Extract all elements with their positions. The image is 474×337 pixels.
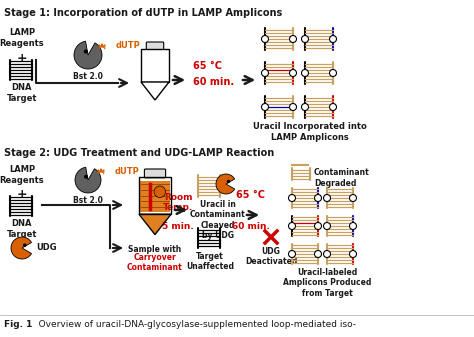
Text: Room
Temp.: Room Temp. (163, 193, 193, 212)
Text: Target
Unaffected: Target Unaffected (186, 252, 234, 271)
Text: Uracil Incorporated into
LAMP Amplicons: Uracil Incorporated into LAMP Amplicons (253, 122, 367, 142)
Polygon shape (141, 82, 169, 100)
Circle shape (323, 222, 330, 229)
Circle shape (290, 69, 297, 76)
Text: Fig. 1: Fig. 1 (4, 320, 32, 329)
Text: UDG: UDG (36, 244, 56, 252)
Text: dUTP: dUTP (115, 167, 140, 177)
Text: Carryover
Contaminant: Carryover Contaminant (127, 253, 183, 272)
FancyBboxPatch shape (145, 169, 165, 178)
Circle shape (315, 222, 321, 229)
Text: DNA
Target: DNA Target (7, 83, 37, 103)
Circle shape (289, 222, 295, 229)
FancyBboxPatch shape (146, 42, 164, 50)
Text: 65 °C: 65 °C (237, 190, 265, 200)
Bar (139, 177, 171, 214)
Circle shape (262, 103, 268, 111)
Text: Uracil in
Contaminant
Cleaved
by UDG: Uracil in Contaminant Cleaved by UDG (190, 200, 246, 240)
Text: Stage 1: Incorporation of dUTP in LAMP Amplicons: Stage 1: Incorporation of dUTP in LAMP A… (4, 8, 282, 18)
Circle shape (262, 35, 268, 42)
Text: Bst 2.0: Bst 2.0 (73, 72, 103, 81)
Circle shape (290, 103, 297, 111)
Wedge shape (216, 174, 235, 194)
Text: Stage 2: UDG Treatment and UDG-LAMP Reaction: Stage 2: UDG Treatment and UDG-LAMP Reac… (4, 148, 274, 158)
Text: DNA
Target: DNA Target (7, 219, 37, 239)
Circle shape (329, 69, 337, 76)
Circle shape (329, 35, 337, 42)
Text: 65 °C: 65 °C (193, 61, 222, 71)
Circle shape (85, 176, 87, 178)
Wedge shape (74, 41, 102, 69)
Circle shape (323, 194, 330, 202)
Circle shape (289, 250, 295, 257)
Text: +: + (17, 52, 27, 65)
Wedge shape (75, 167, 101, 193)
Text: dUTP: dUTP (116, 40, 141, 50)
Text: Contaminant
Degraded: Contaminant Degraded (314, 168, 370, 188)
Circle shape (289, 194, 295, 202)
Polygon shape (140, 214, 170, 235)
Text: 5 min.: 5 min. (162, 222, 194, 231)
Text: LAMP
Reagents: LAMP Reagents (0, 28, 44, 48)
Text: LAMP
Reagents: LAMP Reagents (0, 165, 44, 185)
Bar (140, 181, 170, 212)
Circle shape (349, 222, 356, 229)
Circle shape (24, 244, 26, 246)
Circle shape (262, 69, 268, 76)
Text: +: + (17, 188, 27, 201)
Circle shape (154, 186, 165, 197)
Text: Overview of uracil-DNA-glycosylase-supplemented loop-mediated iso-: Overview of uracil-DNA-glycosylase-suppl… (30, 320, 356, 329)
Wedge shape (11, 237, 32, 259)
Circle shape (315, 250, 321, 257)
Text: 60 min.: 60 min. (232, 222, 270, 231)
Text: Uracil-labeled
Amplicons Produced
from Target: Uracil-labeled Amplicons Produced from T… (283, 268, 371, 298)
Circle shape (315, 194, 321, 202)
Text: UDG
Deactivated: UDG Deactivated (245, 247, 297, 267)
Circle shape (301, 69, 309, 76)
Circle shape (329, 103, 337, 111)
Text: 60 min.: 60 min. (193, 77, 234, 87)
Text: Bst 2.0: Bst 2.0 (73, 196, 103, 205)
Bar (141, 49, 169, 82)
Circle shape (228, 181, 229, 183)
Circle shape (84, 50, 87, 53)
Text: Sample with: Sample with (128, 245, 182, 254)
Circle shape (349, 250, 356, 257)
Circle shape (301, 103, 309, 111)
Circle shape (301, 35, 309, 42)
Circle shape (290, 35, 297, 42)
Circle shape (323, 250, 330, 257)
Circle shape (349, 194, 356, 202)
